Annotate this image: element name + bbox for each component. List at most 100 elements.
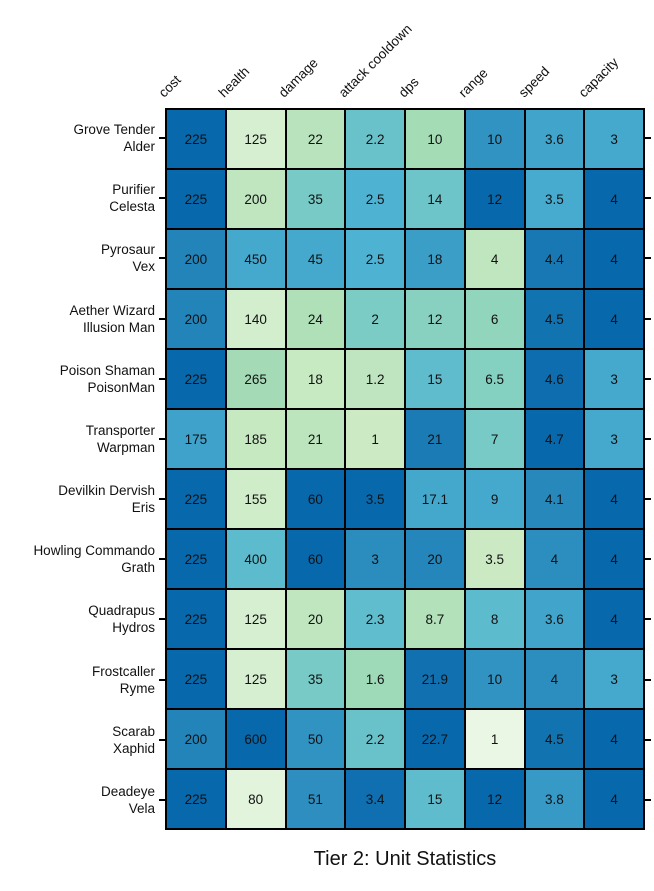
heatmap-cell: 18: [406, 230, 464, 288]
heatmap-cell: 4: [585, 530, 643, 588]
cell-value: 4.4: [544, 251, 564, 267]
heatmap-cell: 4.7: [525, 410, 584, 468]
heatmap-cell: 185: [226, 410, 285, 468]
heatmap-cell: 600: [226, 710, 285, 768]
cell-value: 4: [550, 671, 559, 687]
cell-value: 24: [307, 311, 323, 327]
heatmap-cell: 4.5: [525, 290, 584, 348]
cell-value: 14: [427, 191, 443, 207]
cell-value: 4: [610, 251, 618, 267]
cell-value: 18: [307, 371, 323, 387]
heatmap-cell: 4: [585, 170, 643, 228]
heatmap-cell: 10: [465, 110, 524, 168]
heatmap-cell: 6: [465, 290, 524, 348]
cell-value: 4: [610, 491, 618, 507]
cell-value: 125: [244, 131, 267, 147]
heatmap-cell: 2.5: [346, 170, 404, 228]
heatmap-cell: 21.9: [406, 650, 464, 708]
heatmap-cell: 450: [226, 230, 285, 288]
heatmap-cell: 3.5: [525, 170, 584, 228]
cell-value: 155: [244, 491, 267, 507]
cell-value: 3: [610, 431, 618, 447]
heatmap-cell: 4: [585, 470, 643, 528]
cell-value: 3: [610, 671, 618, 687]
cell-value: 21: [427, 431, 443, 447]
unit-class-name: Purifier: [112, 182, 155, 198]
unit-class-name: Howling Commando: [33, 543, 155, 559]
cell-value: 15: [427, 371, 443, 387]
cell-value: 200: [184, 731, 208, 747]
heatmap-cell: 17.1: [406, 470, 464, 528]
tick-mark-right: [645, 498, 651, 501]
unit-class-name: Poison Shaman: [59, 362, 155, 378]
heatmap-cell: 225: [167, 170, 225, 228]
cell-value: 1: [490, 731, 499, 747]
tick-mark-left: [159, 798, 165, 801]
cell-value: 3.5: [485, 551, 505, 567]
heatmap-cell: 35: [286, 170, 345, 228]
heatmap-cell: 3.5: [346, 470, 404, 528]
column-header-dps: dps: [395, 74, 422, 101]
cell-value: 2.3: [365, 611, 385, 627]
heatmap-cell: 12: [465, 170, 524, 228]
heatmap-cell: 20: [286, 590, 345, 648]
cell-value: 225: [184, 191, 208, 207]
cell-value: 10: [487, 131, 503, 147]
heatmap-cell: 45: [286, 230, 345, 288]
column-header-capacity: capacity: [575, 54, 622, 101]
row-label: Deadeye Vela: [0, 770, 155, 830]
tick-mark-left: [159, 317, 165, 320]
row-label: Scarab Xaphid: [0, 710, 155, 770]
heatmap-cell: 4: [585, 230, 643, 288]
tick-mark-left: [159, 257, 165, 260]
cell-value: 1: [371, 431, 379, 447]
cell-value: 200: [244, 191, 267, 207]
unit-name: PoisonMan: [87, 379, 155, 395]
cell-value: 80: [248, 791, 264, 807]
row-label: Transporter Warpman: [0, 409, 155, 469]
cell-value: 50: [307, 731, 323, 747]
row-label: Frostcaller Ryme: [0, 650, 155, 710]
cell-value: 12: [427, 311, 443, 327]
cell-value: 60: [307, 491, 323, 507]
cell-value: 4: [610, 731, 618, 747]
heatmap-cell: 7: [465, 410, 524, 468]
heatmap-cell: 22.7: [406, 710, 464, 768]
cell-value: 1.6: [365, 671, 385, 687]
heatmap-cell: 225: [167, 350, 225, 408]
heatmap-cell: 51: [286, 770, 345, 828]
heatmap-cell: 155: [226, 470, 285, 528]
unit-name: Vela: [128, 800, 155, 816]
heatmap-cell: 21: [286, 410, 345, 468]
cell-value: 4: [550, 551, 559, 567]
tick-mark-right: [645, 738, 651, 741]
heatmap-cell: 3.4: [346, 770, 404, 828]
cell-value: 140: [244, 311, 267, 327]
cell-value: 2.2: [365, 731, 385, 747]
heatmap-cell: 4.6: [525, 350, 584, 408]
heatmap-cell: 2.3: [346, 590, 404, 648]
tick-mark-left: [159, 437, 165, 440]
cell-value: 20: [307, 611, 323, 627]
row-label: Purifier Celesta: [0, 168, 155, 228]
heatmap-cell: 8.7: [406, 590, 464, 648]
cell-value: 3.6: [544, 611, 564, 627]
cell-value: 200: [184, 311, 208, 327]
cell-value: 4: [610, 191, 618, 207]
cell-value: 22.7: [421, 731, 449, 747]
heatmap-cell: 4: [585, 710, 643, 768]
heatmap-cell: 4.4: [525, 230, 584, 288]
row-label: Pyrosaur Vex: [0, 228, 155, 288]
cell-value: 4: [610, 311, 618, 327]
heatmap-cell: 125: [226, 110, 285, 168]
cell-value: 2: [371, 311, 379, 327]
tick-mark-right: [645, 137, 651, 140]
cell-value: 4.7: [544, 431, 564, 447]
cell-value: 3.6: [544, 131, 564, 147]
cell-value: 200: [184, 251, 208, 267]
heatmap-cell: 2.5: [346, 230, 404, 288]
cell-value: 225: [184, 671, 208, 687]
heatmap-cell: 3.8: [525, 770, 584, 828]
heatmap-cell: 225: [167, 650, 225, 708]
